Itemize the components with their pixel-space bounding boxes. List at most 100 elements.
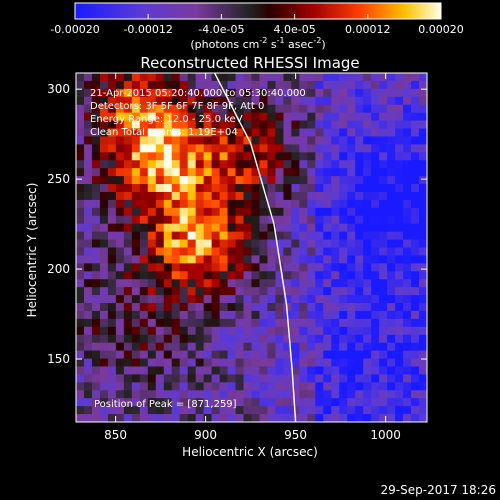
heatmap-cell (115, 152, 125, 161)
heatmap-cell (411, 207, 420, 217)
heatmap-cell (243, 366, 253, 376)
heatmap-cell (291, 406, 300, 415)
heatmap-cell (387, 120, 396, 130)
heatmap-cell (131, 128, 141, 138)
heatmap-cell (219, 168, 229, 177)
heatmap-cell (371, 128, 380, 138)
heatmap-cell (219, 366, 229, 376)
heatmap-cell (323, 223, 332, 233)
heatmap-cell (259, 263, 269, 272)
heatmap-cell (419, 342, 427, 352)
heatmap-cell (403, 295, 412, 304)
heatmap-cell (395, 310, 404, 320)
heatmap-cell (99, 382, 109, 391)
heatmap-cell (243, 80, 253, 90)
heatmap-cell (76, 366, 85, 376)
heatmap-cell (379, 231, 388, 241)
heatmap-cell (411, 334, 420, 344)
heatmap-cell (163, 80, 173, 90)
heatmap-cell (355, 247, 364, 257)
heatmap-cell (76, 263, 85, 272)
heatmap-cell (307, 168, 316, 177)
heatmap-cell (211, 318, 221, 328)
heatmap-cell (331, 160, 340, 169)
heatmap-cell (123, 239, 133, 249)
heatmap-cell (139, 176, 149, 185)
heatmap-cell (76, 350, 85, 360)
heatmap-cell (267, 120, 277, 130)
heatmap-cell (107, 271, 117, 280)
heatmap-cell (76, 223, 85, 233)
heatmap-cell (307, 279, 316, 288)
heatmap-cell (315, 80, 324, 90)
heatmap-cell (163, 350, 173, 360)
heatmap-cell (419, 263, 427, 272)
heatmap-cell (387, 73, 396, 82)
heatmap-cell (83, 199, 93, 209)
heatmap-cell (227, 279, 237, 288)
heatmap-cell (403, 239, 412, 249)
heatmap-cell (387, 374, 396, 383)
heatmap-cell (131, 184, 141, 193)
heatmap-cell (83, 160, 93, 169)
heatmap-cell (299, 128, 308, 138)
heatmap-cell (99, 350, 109, 360)
heatmap-cell (379, 398, 388, 407)
heatmap-cell (339, 104, 348, 114)
heatmap-cell (275, 366, 285, 376)
heatmap-cell (347, 271, 356, 280)
heatmap-cell (203, 310, 213, 320)
heatmap-cell (363, 160, 372, 169)
heatmap-cell (227, 263, 237, 272)
heatmap-cell (355, 104, 364, 114)
heatmap-cell (219, 239, 229, 249)
heatmap-cell (339, 303, 348, 312)
heatmap-cell (83, 382, 93, 391)
heatmap-cell (155, 295, 165, 304)
heatmap-cell (315, 310, 324, 320)
heatmap-cell (107, 334, 117, 344)
heatmap-cell (347, 326, 356, 336)
heatmap-cell (387, 215, 396, 225)
heatmap-cell (419, 231, 427, 241)
heatmap-cell (339, 310, 348, 320)
heatmap-cell (259, 318, 269, 328)
heatmap-cell (371, 295, 380, 304)
heatmap-cell (163, 255, 173, 264)
heatmap-cell (219, 112, 229, 122)
heatmap-cell (76, 358, 85, 368)
heatmap-cell (187, 96, 197, 106)
heatmap-cell (107, 184, 117, 193)
heatmap-cell (411, 390, 420, 399)
heatmap-cell (315, 176, 324, 185)
heatmap-cell (315, 326, 324, 336)
heatmap-cell (147, 310, 157, 320)
heatmap-cell (315, 390, 324, 399)
heatmap-cell (155, 96, 165, 106)
heatmap-cell (339, 279, 348, 288)
heatmap-cell (155, 390, 165, 399)
heatmap-cell (267, 310, 277, 320)
heatmap-cell (307, 326, 316, 336)
heatmap-cell (123, 366, 133, 376)
heatmap-cell (323, 398, 332, 407)
heatmap-cell (155, 255, 165, 264)
heatmap-cell (123, 398, 133, 407)
heatmap-cell (291, 279, 300, 288)
heatmap-cell (411, 374, 420, 383)
heatmap-cell (187, 112, 197, 122)
heatmap-cell (131, 366, 141, 376)
heatmap-cell (187, 350, 197, 360)
heatmap-cell (227, 318, 237, 328)
heatmap-cell (251, 295, 261, 304)
heatmap-cell (203, 398, 213, 407)
heatmap-cell (227, 199, 237, 209)
heatmap-cell (379, 255, 388, 264)
heatmap-cell (203, 295, 213, 304)
heatmap-cell (115, 176, 125, 185)
heatmap-cell (419, 414, 427, 422)
heatmap-cell (76, 279, 85, 288)
heatmap-cell (203, 104, 213, 114)
heatmap-cell (419, 73, 427, 82)
heatmap-cell (219, 255, 229, 264)
